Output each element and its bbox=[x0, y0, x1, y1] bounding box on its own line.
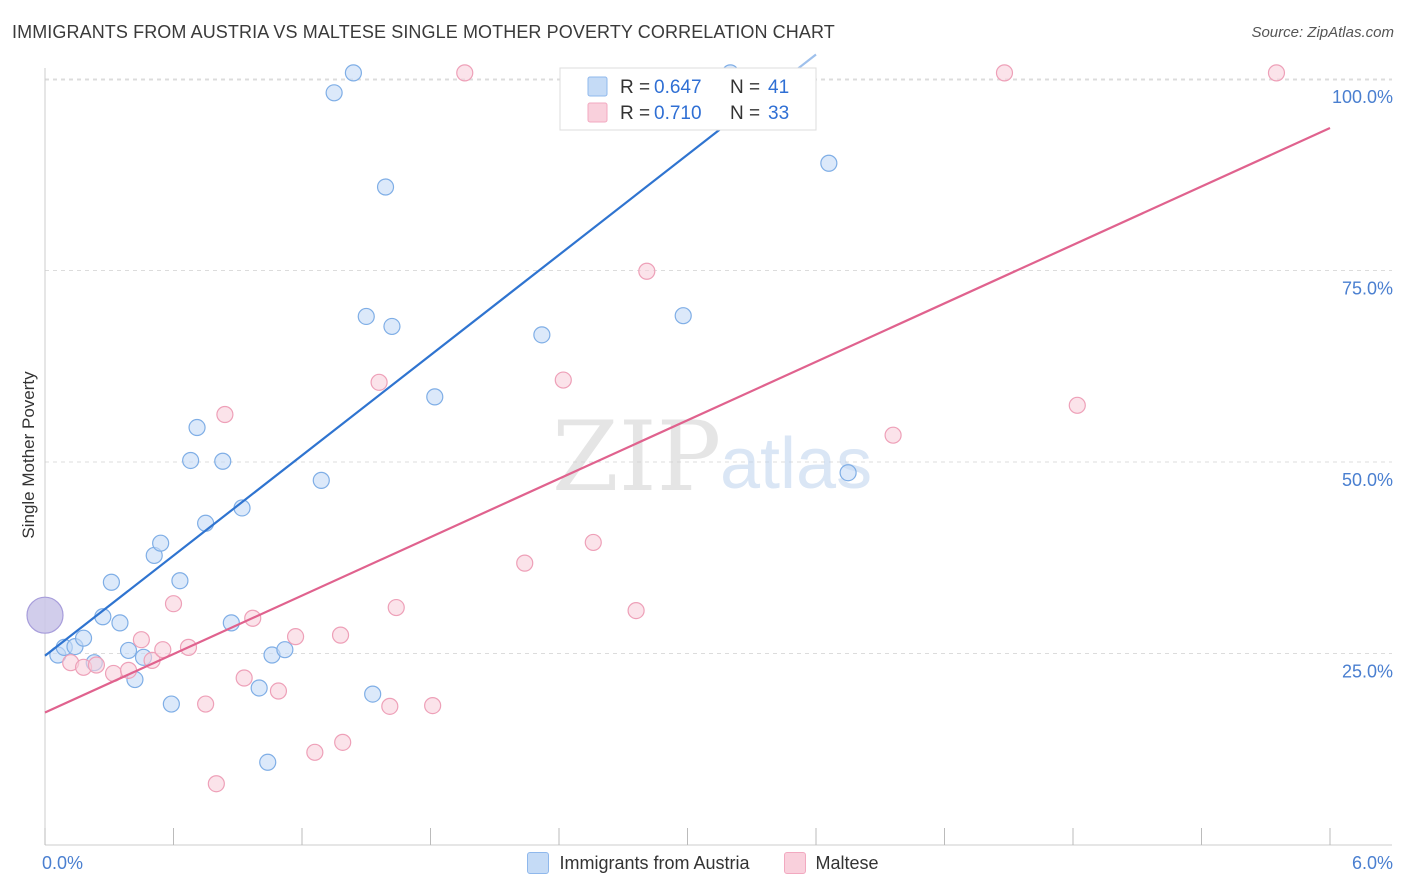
y-tick-label: 100.0% bbox=[1332, 87, 1393, 107]
austria-point bbox=[102, 573, 120, 591]
austria-point bbox=[74, 629, 93, 647]
y-tick-label: 25.0% bbox=[1342, 662, 1393, 682]
austria-point bbox=[162, 695, 180, 713]
legend-item-maltese[interactable]: Maltese bbox=[783, 852, 879, 874]
austria-point bbox=[312, 471, 330, 489]
austria-point bbox=[674, 307, 692, 325]
y-axis-label: Single Mother Poverty bbox=[19, 371, 38, 539]
maltese-point bbox=[381, 697, 399, 715]
austria-point bbox=[276, 641, 294, 659]
maltese-point bbox=[197, 695, 215, 713]
legend-r-label-austria: R = bbox=[620, 77, 650, 98]
austria-point bbox=[188, 418, 206, 437]
maltese-point bbox=[584, 533, 602, 552]
austria-point bbox=[325, 84, 343, 102]
austria-point bbox=[259, 753, 277, 771]
austria-point bbox=[26, 596, 64, 634]
legend-item-austria[interactable]: Immigrants from Austria bbox=[527, 852, 750, 874]
austria-point bbox=[820, 154, 838, 172]
austria-point bbox=[426, 388, 444, 406]
austria-point bbox=[182, 451, 200, 470]
legend-r-label-maltese: R = bbox=[620, 103, 650, 124]
legend-n-value-maltese: 33 bbox=[768, 103, 789, 124]
maltese-point bbox=[132, 631, 150, 649]
maltese-point bbox=[164, 595, 183, 613]
maltese-point bbox=[638, 262, 656, 280]
legend-r-value-austria: 0.647 bbox=[654, 77, 702, 98]
maltese-point bbox=[87, 656, 106, 674]
austria-point bbox=[214, 452, 232, 470]
stats-legend: R = 0.647 N = 41 R = 0.710 N = 33 bbox=[559, 67, 817, 131]
watermark-atlas: atlas bbox=[720, 424, 872, 504]
maltese-point bbox=[884, 426, 902, 444]
austria-point bbox=[383, 317, 401, 336]
legend-label-austria: Immigrants from Austria bbox=[559, 852, 750, 873]
maltese-point bbox=[269, 682, 288, 700]
austria-point bbox=[357, 307, 375, 326]
x-tick-labels: 0.0% 6.0% bbox=[42, 853, 1393, 873]
x-tick-label-min: 0.0% bbox=[42, 853, 83, 873]
series-maltese-points bbox=[62, 64, 1286, 793]
maltese-point bbox=[306, 743, 324, 761]
austria-point bbox=[250, 679, 268, 697]
maltese-point bbox=[286, 628, 305, 646]
chart-title: IMMIGRANTS FROM AUSTRIA VS MALTESE SINGL… bbox=[12, 22, 835, 42]
legend-swatch-icon-maltese bbox=[783, 852, 806, 874]
austria-point bbox=[364, 685, 382, 703]
maltese-point bbox=[995, 64, 1014, 82]
watermark-zip: ZIP bbox=[552, 401, 721, 513]
maltese-point bbox=[387, 598, 405, 617]
austria-point bbox=[344, 64, 362, 82]
legend-swatch-icon-austria bbox=[527, 852, 550, 874]
austria-point bbox=[111, 614, 129, 632]
austria-point bbox=[376, 178, 395, 196]
legend-n-label-maltese: N = bbox=[730, 103, 760, 124]
trend-line-maltese bbox=[44, 127, 1331, 714]
series-legend: Immigrants from Austria Maltese bbox=[0, 852, 1406, 874]
watermark: ZIP atlas bbox=[552, 401, 872, 513]
austria-point bbox=[839, 464, 857, 482]
legend-swatch-austria bbox=[587, 76, 608, 97]
maltese-point bbox=[154, 641, 172, 659]
gridlines bbox=[45, 78, 1392, 654]
maltese-point bbox=[235, 669, 253, 687]
maltese-point bbox=[554, 371, 572, 389]
austria-point bbox=[119, 641, 138, 660]
trend-line-austria bbox=[44, 70, 796, 657]
trend-lines bbox=[44, 53, 1331, 714]
maltese-point bbox=[370, 373, 388, 391]
y-tick-labels: 25.0% 50.0% 75.0% 100.0% bbox=[1332, 87, 1393, 682]
legend-n-label-austria: N = bbox=[730, 77, 760, 98]
legend-label-maltese: Maltese bbox=[815, 852, 879, 873]
maltese-point bbox=[456, 64, 474, 82]
maltese-point bbox=[424, 696, 442, 715]
legend-r-value-maltese: 0.710 bbox=[654, 103, 702, 124]
axes bbox=[44, 68, 1392, 846]
x-tick-label-max: 6.0% bbox=[1352, 853, 1393, 873]
y-tick-label: 50.0% bbox=[1342, 470, 1393, 490]
austria-point bbox=[533, 326, 551, 344]
maltese-point bbox=[334, 733, 352, 751]
maltese-point bbox=[516, 554, 534, 572]
austria-point bbox=[197, 514, 215, 532]
maltese-point bbox=[1267, 64, 1286, 82]
source-label: Source: ZipAtlas.com bbox=[1251, 24, 1394, 41]
maltese-point bbox=[216, 405, 234, 424]
legend-n-value-austria: 41 bbox=[768, 77, 789, 98]
austria-point bbox=[152, 534, 170, 552]
maltese-point bbox=[627, 602, 645, 620]
maltese-point bbox=[207, 775, 225, 793]
legend-swatch-maltese bbox=[587, 102, 608, 123]
austria-point bbox=[171, 572, 189, 590]
maltese-point bbox=[1068, 396, 1086, 414]
y-tick-label: 75.0% bbox=[1342, 279, 1393, 299]
maltese-point bbox=[331, 626, 350, 644]
